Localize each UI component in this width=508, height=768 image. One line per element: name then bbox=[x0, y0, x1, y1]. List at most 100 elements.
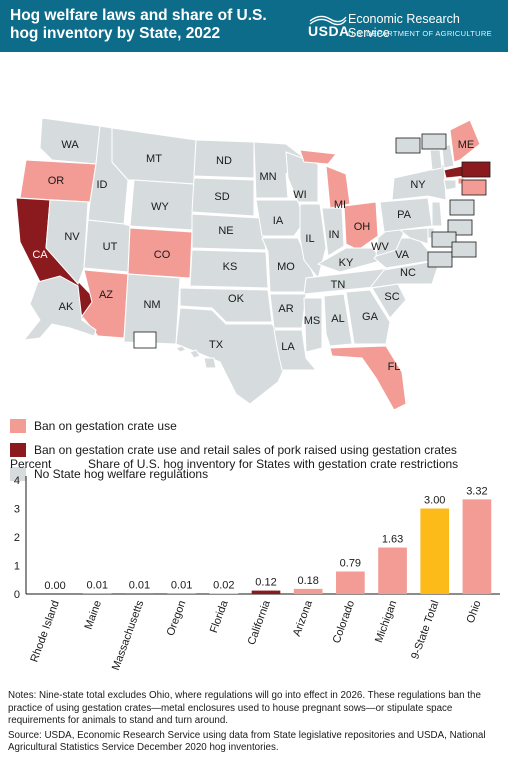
state-label-fl: FL bbox=[388, 361, 401, 373]
state-ct bbox=[443, 179, 457, 191]
state-la bbox=[273, 329, 318, 371]
bar-michigan bbox=[378, 547, 407, 594]
state-ne bbox=[191, 213, 267, 251]
state-label-ok: OK bbox=[228, 293, 245, 305]
state-label-oh: OH bbox=[354, 221, 371, 233]
notes-section: Notes: Nine-state total excludes Ohio, w… bbox=[8, 690, 502, 757]
bar-value-label: 0.12 bbox=[255, 577, 276, 589]
y-tick-label: 1 bbox=[14, 561, 20, 573]
state-label-me: ME bbox=[458, 139, 475, 151]
state-label-wv: WV bbox=[371, 241, 389, 253]
state-ok bbox=[179, 287, 273, 323]
state-ks bbox=[189, 249, 269, 289]
y-tick-label: 3 bbox=[14, 504, 20, 516]
state-label-va: VA bbox=[395, 249, 410, 261]
bar-value-label: 1.63 bbox=[382, 534, 403, 546]
state-label-nv: NV bbox=[64, 231, 80, 243]
notes-text: Notes: Nine-state total excludes Ohio, w… bbox=[8, 690, 481, 726]
legend-swatch bbox=[10, 419, 26, 433]
state-label-ga: GA bbox=[362, 311, 379, 323]
bar-value-label: 0.79 bbox=[340, 557, 361, 569]
state-ms bbox=[303, 297, 323, 353]
x-tick-label: Maine bbox=[83, 599, 105, 631]
bar-arizona bbox=[293, 588, 323, 594]
state-label-wa: WA bbox=[61, 139, 79, 151]
usda-ers-logo: USDA Economic Research Service U.S. DEPA… bbox=[308, 9, 504, 45]
state-label-sc: SC bbox=[384, 291, 399, 303]
state-label-ny: NY bbox=[410, 179, 426, 191]
bar-value-label: 3.32 bbox=[466, 485, 487, 497]
state-label-nd: ND bbox=[216, 155, 232, 167]
chart-ylabel: Percent bbox=[10, 457, 52, 471]
state-label-mn: MN bbox=[259, 171, 276, 183]
legend-item-ban-crate-and-sales: Ban on gestation crate use and retail sa… bbox=[10, 442, 457, 458]
state-mi bbox=[299, 149, 351, 209]
state-nh bbox=[441, 143, 455, 169]
bar-colorado bbox=[336, 571, 365, 594]
state-in bbox=[321, 207, 345, 257]
state-label-ut: UT bbox=[103, 241, 118, 253]
logo-usda-text: USDA bbox=[308, 23, 350, 39]
usda-logo-icon bbox=[309, 15, 347, 26]
state-label-az: AZ bbox=[99, 289, 113, 301]
state-label-pa: PA bbox=[397, 209, 412, 221]
x-tick-label: California bbox=[246, 598, 273, 647]
state-nj bbox=[431, 201, 443, 227]
state-label-ak: AK bbox=[59, 301, 74, 313]
bar-9-state-total bbox=[420, 508, 450, 594]
logo-ers-text: Economic Research Service bbox=[348, 12, 460, 40]
map-panel: WA OR ID MT ND MN WI MI SD WY NV UT CA C… bbox=[0, 52, 508, 481]
state-label-wi: WI bbox=[293, 189, 306, 201]
state-label-nm: NM bbox=[143, 299, 160, 311]
y-tick-label: 0 bbox=[14, 589, 20, 601]
state-al bbox=[323, 293, 353, 347]
state-ga bbox=[345, 289, 391, 345]
x-tick-label: 9-State Total bbox=[409, 599, 441, 661]
state-label-ar: AR bbox=[278, 303, 293, 315]
bar-ohio bbox=[462, 499, 492, 594]
bar-value-label: 0.01 bbox=[129, 580, 150, 592]
state-fl bbox=[329, 345, 407, 411]
state-label-ms: MS bbox=[304, 315, 321, 327]
bar-chart: Percent Share of U.S. hog inventory for … bbox=[0, 450, 508, 690]
bar-chart-svg: Percent Share of U.S. hog inventory for … bbox=[10, 457, 500, 672]
state-label-mt: MT bbox=[146, 153, 162, 165]
state-label-id: ID bbox=[97, 179, 108, 191]
bar-value-label: 0.18 bbox=[297, 575, 318, 587]
x-tick-label: Rhode Island bbox=[28, 599, 61, 664]
bar-value-label: 0.02 bbox=[213, 579, 234, 591]
state-hi bbox=[175, 345, 217, 369]
bar-florida bbox=[209, 593, 239, 594]
legend-swatch bbox=[10, 467, 26, 481]
x-tick-label: Florida bbox=[208, 598, 231, 635]
state-label-al: AL bbox=[331, 313, 344, 325]
state-label-ks: KS bbox=[223, 261, 238, 273]
state-label-ky: KY bbox=[339, 257, 354, 269]
state-label-mi: MI bbox=[334, 199, 346, 211]
state-me bbox=[449, 119, 481, 163]
state-oh bbox=[343, 201, 379, 251]
page-title: Hog welfare laws and share of U.S. hog i… bbox=[10, 7, 267, 42]
state-md bbox=[398, 227, 429, 245]
x-tick-label: Oregon bbox=[165, 599, 189, 638]
state-label-la: LA bbox=[281, 341, 295, 353]
state-label-co: CO bbox=[154, 249, 171, 261]
state-sd bbox=[191, 177, 255, 217]
x-tick-label: Ohio bbox=[464, 599, 483, 625]
state-label-mo: MO bbox=[277, 261, 295, 273]
legend-label: No State hog welfare regulations bbox=[34, 467, 209, 481]
state-label-sd: SD bbox=[214, 191, 229, 203]
state-ia bbox=[255, 199, 305, 237]
bar-value-label: 0.00 bbox=[44, 580, 65, 592]
logo-dept-text: U.S. DEPARTMENT OF AGRICULTURE bbox=[348, 29, 492, 38]
state-wa bbox=[39, 117, 101, 165]
state-ar bbox=[269, 293, 307, 329]
bar-value-label: 0.01 bbox=[87, 580, 108, 592]
state-nv bbox=[45, 199, 89, 285]
state-ak bbox=[22, 275, 97, 341]
state-label-tn: TN bbox=[331, 279, 346, 291]
legend-label: Ban on gestation crate use bbox=[34, 419, 177, 433]
state-label-ca: CA bbox=[32, 249, 48, 261]
state-label-nc: NC bbox=[400, 267, 416, 279]
chart-title: Share of U.S. hog inventory for States w… bbox=[88, 457, 458, 471]
